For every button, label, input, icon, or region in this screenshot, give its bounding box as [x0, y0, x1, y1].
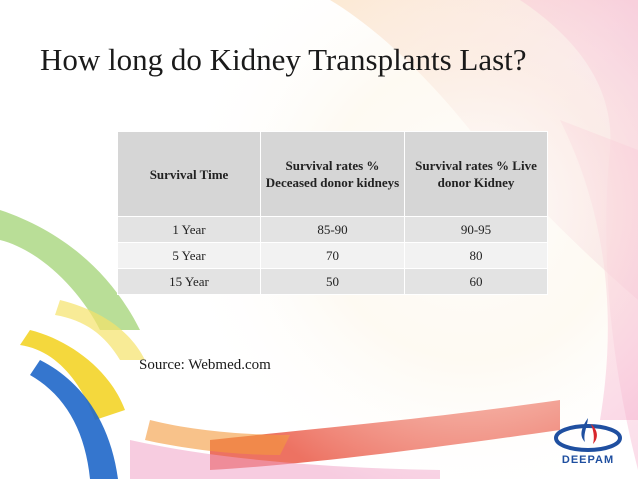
- deepam-logo: DEEPAM: [553, 414, 623, 470]
- cell-survival-time: 15 Year: [117, 268, 261, 295]
- cell-survival-time: 5 Year: [117, 242, 261, 269]
- cell-survival-time: 1 Year: [117, 216, 261, 243]
- cell-deceased-rate: 50: [260, 268, 405, 295]
- table-row: 5 Year 70 80: [117, 242, 548, 269]
- source-citation: Source: Webmed.com: [139, 357, 271, 373]
- cell-deceased-rate: 85-90: [260, 216, 405, 243]
- cell-live-rate: 60: [404, 268, 548, 295]
- deepam-logo-icon: [554, 418, 622, 452]
- table-row: 15 Year 50 60: [117, 268, 548, 295]
- cell-deceased-rate: 70: [260, 242, 405, 269]
- cell-live-rate: 90-95: [404, 216, 548, 243]
- logo-text: DEEPAM: [561, 454, 615, 466]
- slide-title: How long do Kidney Transplants Last?: [40, 42, 527, 77]
- table-row: 1 Year 85-90 90-95: [117, 216, 548, 243]
- header-deceased-donor: Survival rates % Deceased donor kidneys: [260, 131, 405, 217]
- cell-live-rate: 80: [404, 242, 548, 269]
- header-live-donor: Survival rates % Live donor Kidney: [404, 131, 548, 217]
- header-survival-time: Survival Time: [117, 131, 261, 217]
- table-header-row: Survival Time Survival rates % Deceased …: [117, 131, 548, 217]
- survival-table: Survival Time Survival rates % Deceased …: [117, 131, 548, 295]
